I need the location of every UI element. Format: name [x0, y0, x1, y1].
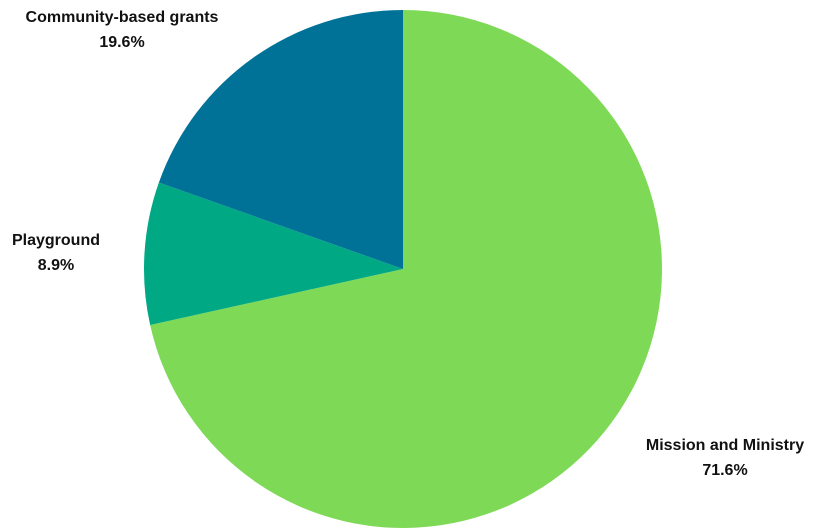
pie-slice-community-based-grants: [158, 9, 403, 269]
pie-slice-playground: [144, 182, 403, 326]
slices-layer: [144, 9, 663, 529]
slice-label-value: 8.9%: [38, 257, 74, 274]
label-community-based-grants: Community-based grants 19.6%: [26, 9, 219, 51]
slice-label-name: Playground: [12, 232, 100, 249]
slice-label-value: 71.6%: [702, 462, 747, 479]
pie-slice-mission-and-ministry: [150, 10, 663, 529]
slice-label-name: Community-based grants: [26, 9, 219, 26]
label-mission-and-ministry: Mission and Ministry 71.6%: [646, 437, 804, 479]
slice-label-value: 19.6%: [99, 34, 144, 51]
slice-label-name: Mission and Ministry: [646, 437, 804, 454]
label-playground: Playground 8.9%: [12, 232, 100, 274]
